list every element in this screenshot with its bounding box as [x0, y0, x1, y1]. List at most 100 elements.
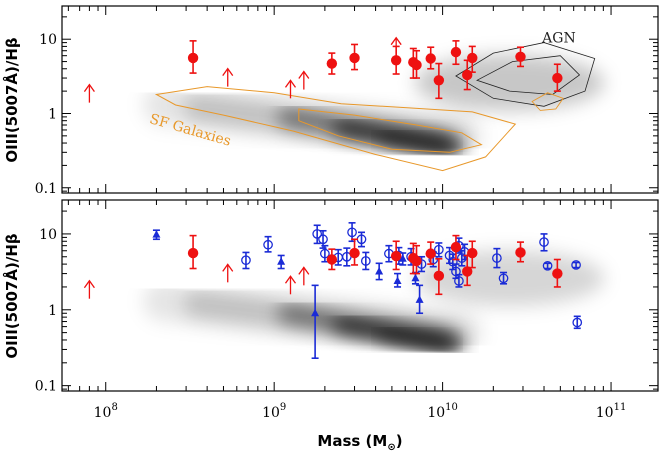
lower-limit-arrowhead — [390, 36, 402, 46]
panel-bottom: 0.1 1 10 OIII(5007Å)/Hβ — [2, 199, 659, 395]
panel-bottom-ylabel-text: OIII(5007Å)/Hβ — [2, 233, 21, 359]
red-point — [390, 250, 402, 262]
red-point — [411, 255, 422, 267]
x-tick-label-exponent: 8 — [111, 402, 117, 413]
x-axis-title-close: ) — [396, 432, 403, 450]
blue-open-circle — [571, 260, 581, 270]
sf-contour-outer — [154, 86, 517, 172]
x-tick-label-mantissa: 10 — [94, 405, 112, 421]
annotation-label: AGN — [541, 31, 576, 47]
blue-open-circle — [542, 260, 553, 271]
blue-open-circle — [320, 248, 330, 259]
blue-open-circle — [447, 256, 458, 267]
x-axis-title-main: Mass (M — [317, 432, 387, 450]
blue-triangle — [152, 230, 161, 238]
sf-contour-island — [531, 92, 564, 111]
red-point — [390, 55, 402, 66]
red-point — [467, 247, 478, 259]
x-tick-label-exponent: 11 — [614, 402, 627, 413]
blue-open-circle — [318, 234, 328, 245]
density-band — [378, 129, 456, 156]
agn-contour-outer — [455, 42, 596, 107]
red-point — [462, 266, 473, 277]
blue-open-circle — [312, 229, 323, 239]
lower-limit-arrowhead — [284, 79, 297, 88]
lower-limit-arrowhead — [298, 70, 310, 79]
red-point — [326, 254, 338, 265]
density-band — [378, 326, 456, 353]
x-tick-label-exponent: 10 — [445, 402, 458, 413]
lower-limit-arrowhead — [284, 275, 297, 284]
panel-bottom-frame — [61, 199, 659, 392]
x-tick-label: 1010 — [427, 402, 458, 421]
panel-top-ylabel: OIII(5007Å)/Hβ — [2, 37, 21, 163]
red-point — [187, 247, 199, 259]
red-point — [425, 53, 436, 64]
red-point — [462, 69, 473, 81]
y-tick-label: 10 — [39, 227, 57, 243]
blue-triangle — [375, 266, 384, 275]
panel-top-contours — [154, 42, 596, 172]
blue-triangle — [277, 257, 286, 265]
x-tick-label: 109 — [262, 402, 286, 421]
x-tick-label: 108 — [94, 402, 118, 421]
blue-open-circle — [263, 239, 273, 250]
red-point — [467, 52, 478, 64]
x-tick-label-mantissa: 10 — [262, 405, 280, 421]
blue-open-circle — [241, 255, 251, 266]
red-point — [450, 46, 462, 58]
blue-open-circle — [454, 276, 464, 286]
panel-top-marks — [83, 36, 563, 103]
red-point — [349, 52, 360, 64]
blue-triangle — [393, 276, 402, 284]
panel-bottom-density — [143, 250, 605, 353]
y-tick-label: 1 — [48, 106, 57, 122]
red-point — [552, 268, 563, 279]
red-point — [411, 59, 422, 71]
blue-open-circle — [360, 256, 371, 266]
lower-limit-arrowhead — [83, 83, 95, 93]
blue-open-circle — [539, 237, 549, 247]
red-point — [326, 58, 338, 69]
blue-open-circle — [347, 227, 357, 238]
lower-limit-arrowhead — [222, 67, 234, 76]
red-point — [433, 75, 445, 86]
x-axis-title-sub: ⊙ — [387, 442, 395, 453]
red-point — [349, 247, 360, 259]
red-point — [552, 72, 563, 84]
x-tick-label-mantissa: 10 — [427, 405, 445, 421]
blue-triangle — [411, 273, 420, 282]
panel-top-density — [143, 54, 605, 156]
blue-open-circle — [456, 253, 467, 263]
lower-limit-arrowhead — [222, 263, 234, 272]
blue-open-circle — [451, 266, 461, 277]
blue-triangle — [415, 295, 424, 303]
y-tick-label: 1 — [48, 303, 57, 319]
red-point — [187, 52, 199, 64]
blue-open-circle — [492, 253, 502, 263]
y-tick-label: 0.1 — [35, 379, 57, 395]
red-point — [515, 51, 526, 62]
blue-open-circle — [434, 244, 444, 255]
panel-bottom-marks — [83, 222, 583, 360]
panel-bottom-ylabel: OIII(5007Å)/Hβ — [2, 233, 21, 359]
lower-limit-arrowhead — [83, 279, 95, 289]
panel-top-frame — [61, 5, 659, 194]
blue-triangle — [311, 308, 320, 317]
x-axis-title: Mass (M⊙) — [317, 432, 402, 453]
red-point — [450, 241, 462, 253]
panel-top-ticks: 0.1 1 10 — [35, 6, 658, 197]
red-point — [515, 247, 526, 258]
y-tick-label: 0.1 — [35, 181, 57, 197]
panel-top-ylabel-text: OIII(5007Å)/Hβ — [2, 37, 21, 163]
x-tick-label-mantissa: 10 — [596, 405, 614, 421]
red-point — [433, 270, 445, 282]
red-point — [425, 248, 436, 259]
lower-limit-arrowhead — [298, 266, 310, 275]
agn-contour-inner — [475, 55, 581, 95]
x-tick-label: 1011 — [596, 402, 627, 421]
y-tick-label: 10 — [39, 32, 57, 48]
blue-triangle — [398, 254, 407, 262]
